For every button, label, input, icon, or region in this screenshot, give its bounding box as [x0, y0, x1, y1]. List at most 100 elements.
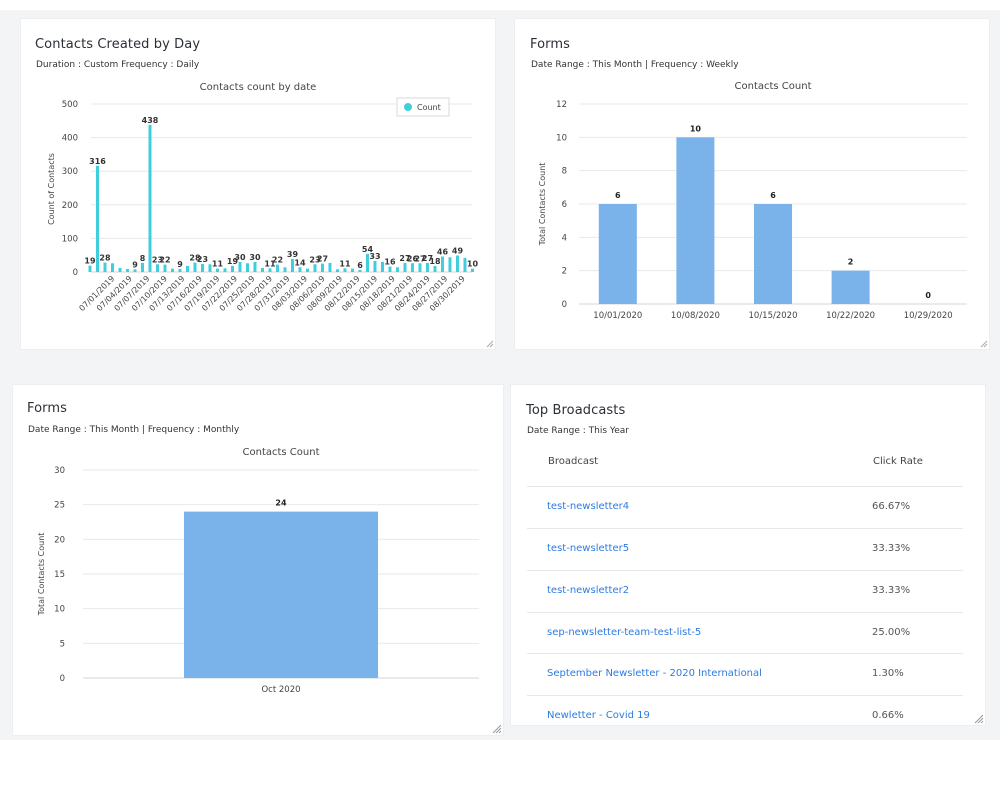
data-label: 11 [212, 260, 224, 269]
data-label: 16 [384, 258, 396, 267]
bar [395, 267, 399, 272]
y-tick-label: 8 [562, 167, 567, 177]
bar [313, 264, 317, 272]
y-tick-label: 500 [62, 100, 78, 110]
data-label: 19 [84, 257, 96, 266]
broadcast-link[interactable]: test-newsletter2 [547, 585, 630, 596]
data-label: 14 [294, 258, 306, 267]
broadcast-link[interactable]: sep-newsletter-team-test-list-5 [547, 627, 702, 638]
broadcast-link[interactable]: Newletter - Covid 19 [547, 710, 650, 721]
widget-title: Forms [27, 401, 68, 416]
bar [193, 262, 197, 272]
data-label: 23 [197, 255, 208, 264]
bar [676, 137, 715, 304]
data-label: 6 [770, 191, 776, 200]
widget-forms-weekly: Forms Date Range : This Month | Frequenc… [514, 18, 990, 350]
bar [275, 264, 279, 272]
data-label: 39 [287, 250, 299, 259]
data-label: 33 [369, 252, 380, 261]
y-axis-label: Total Contacts Count [538, 163, 547, 247]
widget-forms-monthly: Forms Date Range : This Month | Frequenc… [12, 384, 504, 736]
click-rate-value: 25.00% [872, 627, 911, 638]
data-label: 28 [189, 254, 201, 263]
table-row: September Newsletter - 2020 Internationa… [527, 653, 963, 695]
data-label: 18 [429, 257, 441, 266]
bar [455, 255, 459, 272]
data-label: 54 [362, 245, 374, 254]
x-tick-label: Oct 2020 [261, 685, 300, 695]
y-tick-label: 400 [62, 134, 78, 144]
data-label: 22 [159, 256, 170, 265]
bar [148, 124, 152, 272]
widget-subtitle: Duration : Custom Frequency : Daily [36, 60, 200, 70]
resize-handle[interactable] [974, 714, 984, 724]
legend-box [396, 97, 450, 117]
data-label: 49 [452, 247, 464, 256]
bar [230, 265, 234, 272]
bar [133, 269, 137, 272]
bar [208, 264, 212, 272]
bar [388, 266, 392, 272]
bar [88, 265, 92, 272]
bar [140, 262, 144, 272]
y-tick-label: 2 [562, 267, 567, 277]
click-rate-value: 33.33% [872, 585, 911, 596]
data-label: 27 [317, 255, 328, 264]
data-label: 23 [309, 255, 320, 264]
data-label: 10 [690, 124, 702, 133]
y-tick-label: 25 [54, 501, 65, 511]
data-label: 30 [234, 253, 246, 262]
bar [155, 264, 159, 272]
bar [358, 269, 362, 272]
data-label: 27 [399, 254, 410, 263]
bar [410, 263, 414, 272]
data-label: 6 [357, 261, 363, 270]
bar [170, 268, 174, 272]
broadcast-link[interactable]: test-newsletter5 [547, 543, 630, 554]
x-tick-label: 10/01/2020 [593, 311, 642, 321]
broadcast-link[interactable]: September Newsletter - 2020 Internationa… [547, 668, 762, 679]
data-label: 19 [227, 257, 239, 266]
widget-subtitle: Date Range : This Year [527, 426, 629, 436]
data-label: 2 [848, 258, 854, 267]
bar [343, 268, 347, 272]
resize-handle[interactable] [492, 724, 502, 734]
widget-subtitle: Date Range : This Month | Frequency : We… [531, 60, 739, 70]
data-label: 438 [142, 116, 159, 125]
y-axis-label: Total Contacts Count [37, 533, 46, 617]
y-tick-label: 12 [556, 100, 567, 110]
x-tick-label: 10/08/2020 [671, 311, 720, 321]
y-tick-label: 20 [54, 535, 65, 545]
bar [103, 262, 107, 272]
y-tick-label: 0 [60, 674, 65, 684]
y-tick-label: 200 [62, 201, 78, 211]
chart-contacts-by-day: Contacts count by date Count of Contacts 0… [47, 82, 478, 313]
data-label: 8 [140, 254, 146, 263]
data-label: 0 [925, 291, 931, 300]
bar [215, 268, 219, 272]
data-label: 27 [414, 254, 425, 263]
y-tick-label: 30 [54, 466, 65, 476]
y-tick-label: 10 [556, 133, 567, 143]
resize-handle[interactable] [484, 338, 494, 348]
click-rate-value: 33.33% [872, 543, 911, 554]
bar [320, 263, 324, 272]
table-row: test-newsletter2 33.33% [527, 570, 963, 612]
data-label: 316 [89, 157, 106, 166]
y-tick-label: 4 [562, 233, 567, 243]
bar [418, 263, 422, 272]
data-label: 23 [152, 255, 163, 264]
table-row: Newletter - Covid 19 0.66% [527, 695, 963, 725]
bar [598, 204, 637, 304]
broadcast-link[interactable]: test-newsletter4 [547, 501, 630, 512]
bar [118, 267, 122, 272]
table-row: test-newsletter5 33.33% [527, 528, 963, 570]
bar [440, 256, 444, 272]
widget-title: Top Broadcasts [526, 403, 626, 418]
resize-handle[interactable] [978, 338, 988, 348]
y-tick-label: 0 [562, 300, 567, 310]
bar [183, 511, 379, 678]
bar [223, 268, 227, 272]
y-axis-label: Count of Contacts [47, 153, 56, 225]
chart-forms-monthly: Contacts Count Total Contacts Count 0 5 10 15… [37, 447, 479, 695]
